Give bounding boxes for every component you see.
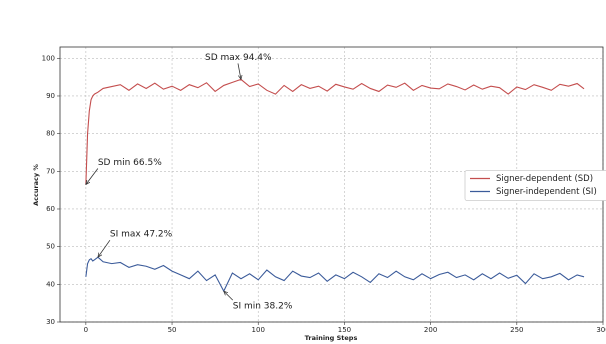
- annotation-text: SD min 66.5%: [98, 158, 162, 168]
- y-axis-label: Accuracy %: [32, 164, 40, 206]
- annotation-text: SD max 94.4%: [205, 53, 272, 63]
- x-tick-label: 150: [338, 326, 351, 334]
- y-tick-label: 60: [46, 205, 55, 213]
- annotation-arrow: [224, 291, 234, 301]
- y-tick-label: 50: [46, 243, 55, 251]
- y-tick-label: 80: [46, 130, 55, 138]
- annotation-arrow: [98, 239, 111, 257]
- x-axis-label: Training Steps: [305, 334, 358, 342]
- legend-label: Signer-independent (SI): [496, 187, 597, 197]
- x-tick-label: 250: [510, 326, 523, 334]
- x-tick-label: 50: [168, 326, 177, 334]
- y-tick-label: 30: [46, 318, 55, 326]
- y-tick-label: 40: [46, 280, 55, 288]
- legend-box: [464, 170, 606, 201]
- legend-label: Signer-dependent (SD): [496, 174, 593, 184]
- x-tick-label: 100: [252, 326, 265, 334]
- annotation-arrow: [86, 168, 99, 185]
- y-tick-label: 100: [42, 54, 55, 62]
- data-line: [85, 256, 585, 293]
- y-tick-label: 70: [46, 167, 55, 175]
- annotation-text: SI min 38.2%: [233, 302, 293, 312]
- annotation-arrow: [237, 63, 241, 79]
- y-tick-label: 90: [46, 92, 55, 100]
- x-tick-label: 300: [596, 326, 606, 334]
- annotation-text: SI max 47.2%: [110, 230, 173, 240]
- data-line: [85, 78, 585, 185]
- x-tick-label: 0: [84, 326, 88, 334]
- x-tick-label: 200: [424, 326, 437, 334]
